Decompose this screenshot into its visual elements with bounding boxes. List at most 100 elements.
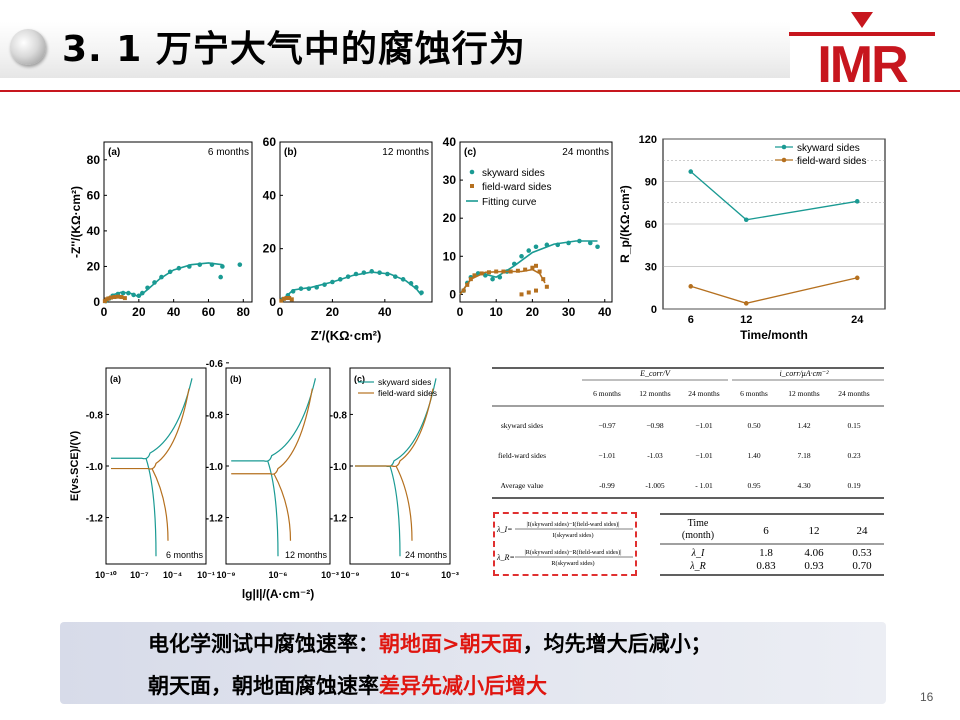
row-label: skyward sides xyxy=(501,421,543,430)
x-tick-label: 10⁻³ xyxy=(441,570,459,580)
data-point-brown xyxy=(479,271,484,276)
panel-letter: (a) xyxy=(110,374,121,384)
data-point-teal xyxy=(176,265,182,271)
data-point-teal xyxy=(237,262,243,267)
rp-chart: 0 30 60 90 120 6 12 24 Time/month R_p/(KΩ·cm²) sky… xyxy=(615,125,895,345)
row-label: field-ward sides xyxy=(498,451,546,460)
panel-duration-label: 24 months xyxy=(562,147,609,158)
column-header: 12 months xyxy=(639,389,671,398)
data-point-brown xyxy=(281,296,286,301)
data-point-brown xyxy=(108,295,113,300)
panel-letter: (a) xyxy=(108,147,120,158)
data-point-teal xyxy=(854,199,860,204)
table-cell: 1.42 xyxy=(797,421,810,430)
y-tick-label: -1.0 xyxy=(330,462,348,473)
data-point-brown xyxy=(461,288,466,293)
table-cell: −1.01 xyxy=(598,451,616,460)
panel-letter: (c) xyxy=(354,374,365,384)
legend-label-fieldward: field-ward sides xyxy=(482,182,551,193)
data-point-teal xyxy=(587,240,593,246)
data-point-teal xyxy=(369,269,375,274)
data-point-teal xyxy=(290,289,296,294)
y-tick-label: -1.2 xyxy=(206,514,224,525)
data-point-teal xyxy=(140,290,145,296)
anodic-curve-teal xyxy=(231,378,317,462)
x-tick-label: 10⁻⁶ xyxy=(269,570,288,580)
data-point-brown xyxy=(112,295,117,300)
data-point-teal xyxy=(220,264,225,269)
plot-frame xyxy=(103,141,253,303)
x-tick-label: 40 xyxy=(167,305,181,319)
data-point-teal xyxy=(167,269,173,275)
data-point-brown xyxy=(119,295,124,300)
title-divider xyxy=(0,90,960,92)
panel-duration-label: 6 months xyxy=(208,147,249,158)
eis-panel-a: 0 20 40 60 80 0 20 40 60 80 (a) 6 months -Z''/(KΩ·cm… xyxy=(66,130,256,350)
x-tick-label: 20 xyxy=(326,305,340,319)
data-point-brown xyxy=(544,284,549,289)
column-header: 12 xyxy=(809,525,820,537)
data-point-teal xyxy=(533,244,539,250)
plot-frame xyxy=(279,141,433,303)
y-tick-label: -1.0 xyxy=(206,462,224,473)
x-tick-label: 10⁻¹ xyxy=(197,570,215,580)
x-tick-label: 40 xyxy=(378,305,392,319)
legend-label-skyward: skyward sides xyxy=(797,143,860,154)
y-tick-label: -0.6 xyxy=(206,359,224,370)
legend-label-skyward: skyward sides xyxy=(378,377,431,387)
column-header: 6 months xyxy=(740,389,768,398)
data-point-teal xyxy=(361,270,367,275)
data-point-teal xyxy=(145,285,150,291)
data-point-brown xyxy=(526,290,531,295)
cathodic-curve-teal xyxy=(267,460,279,557)
data-point-teal xyxy=(555,242,561,248)
data-point-teal xyxy=(497,274,503,280)
panel-letter: (c) xyxy=(464,147,476,158)
legend-label-fieldward: field-ward sides xyxy=(378,388,437,398)
data-point-teal xyxy=(377,270,382,275)
table-cell: - 1.01 xyxy=(695,481,713,490)
logo-text: IMR xyxy=(817,36,908,86)
cathodic-curve-brown xyxy=(273,473,292,541)
eis-panel-b: 0 20 40 0 20 40 60 (b) 12 months Z′/(KΩ·cm²) xyxy=(256,130,436,350)
x-tick-label: 0 xyxy=(457,305,464,319)
data-point-brown xyxy=(465,282,470,287)
data-point-teal xyxy=(511,261,517,267)
data-point-teal xyxy=(566,240,571,246)
data-point-teal xyxy=(595,244,600,250)
data-point-teal xyxy=(126,290,131,296)
data-point-brown xyxy=(688,284,694,289)
legend-label-skyward: skyward sides xyxy=(482,168,545,179)
lambda-table: Time (month) 6 12 24 λ_I 1.8 4.06 0.53 λ_R 0.83 0.9… xyxy=(660,512,886,578)
data-point-teal xyxy=(187,264,192,269)
data-point-teal xyxy=(400,277,406,282)
y-tick-label: 60 xyxy=(263,135,277,149)
x-tick-label: 12 xyxy=(740,314,752,326)
data-point-teal xyxy=(408,281,414,286)
imr-logo: IMR xyxy=(787,10,937,94)
data-point-brown xyxy=(287,296,292,300)
data-point-teal xyxy=(218,274,223,280)
x-tick-label: 10⁻⁶ xyxy=(391,570,410,580)
table-cell: 0.53 xyxy=(852,547,872,559)
data-point-teal xyxy=(306,286,312,291)
data-point-brown xyxy=(106,296,111,301)
x-tick-label: 10⁻⁴ xyxy=(163,570,182,580)
y-tick-label: 80 xyxy=(87,153,101,167)
conclusion-line-2: 朝天面，朝地面腐蚀速率差异先减小后增大 xyxy=(148,674,547,698)
anodic-curve-brown xyxy=(355,388,434,468)
y-tick-label: 60 xyxy=(645,219,657,231)
data-point-brown xyxy=(284,296,289,300)
data-point-brown xyxy=(534,263,538,268)
x-tick-label: 20 xyxy=(132,305,146,319)
lambda-i-numerator: |I(skyward sides)−I(field-ward sides)| xyxy=(527,521,620,528)
data-point-teal xyxy=(209,262,215,267)
y-tick-label: 40 xyxy=(87,224,101,238)
data-point-brown xyxy=(530,265,535,270)
table-cell: −1.01 xyxy=(695,421,713,430)
table-cell: -1.03 xyxy=(647,451,663,460)
table-cell: 0.50 xyxy=(747,421,760,430)
title-bullet-icon xyxy=(10,29,46,65)
data-point-brown xyxy=(854,275,860,281)
data-point-teal xyxy=(197,262,203,267)
